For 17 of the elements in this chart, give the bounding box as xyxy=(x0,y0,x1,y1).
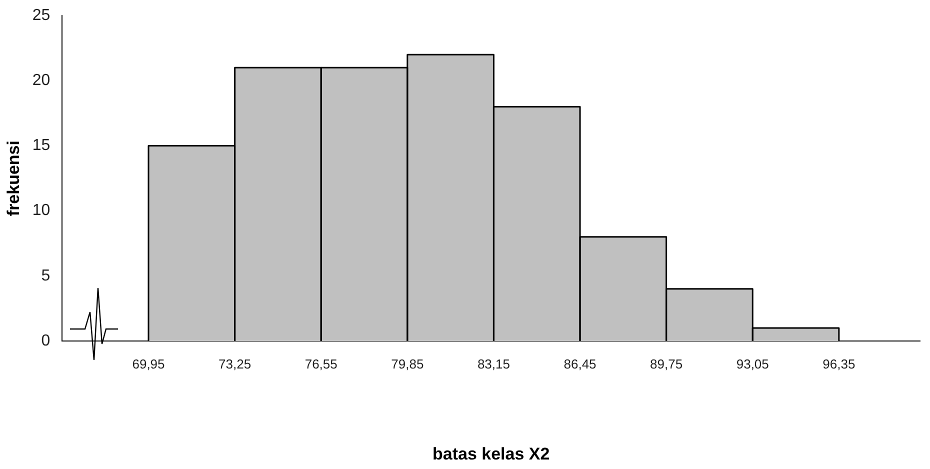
y-tick-label: 10 xyxy=(32,202,50,220)
y-tick-label: 0 xyxy=(41,332,50,350)
x-tick-label: 69,95 xyxy=(132,356,165,372)
x-tick-label: 86,45 xyxy=(564,356,596,372)
x-tick-label: 73,25 xyxy=(218,356,252,372)
x-tick-label: 79,85 xyxy=(391,356,424,372)
y-tick-label: 20 xyxy=(32,72,50,90)
y-tick-label: 25 xyxy=(32,7,50,24)
x-tick-label: 89,75 xyxy=(650,356,683,372)
x-tick-label: 93,05 xyxy=(736,356,769,372)
y-tick-label: 5 xyxy=(41,267,50,284)
y-tick-label: 15 xyxy=(32,137,50,154)
y-axis-title: frekuensi xyxy=(4,140,23,216)
x-tick-label: 83,15 xyxy=(477,356,510,372)
x-axis-title: batas kelas X2 xyxy=(432,444,550,464)
x-tick-label: 76,55 xyxy=(304,356,338,372)
x-tick-label: 96,35 xyxy=(822,356,856,372)
